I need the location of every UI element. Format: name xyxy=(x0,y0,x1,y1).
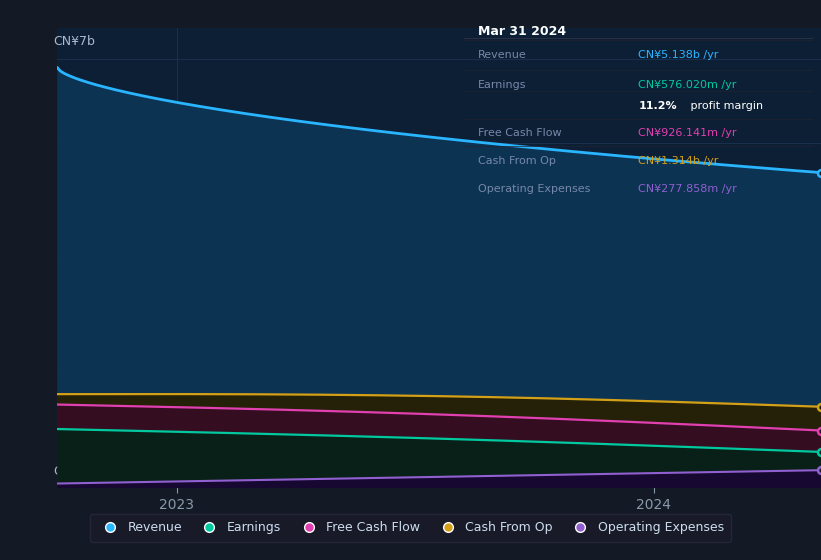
Legend: Revenue, Earnings, Free Cash Flow, Cash From Op, Operating Expenses: Revenue, Earnings, Free Cash Flow, Cash … xyxy=(89,514,732,542)
Text: Operating Expenses: Operating Expenses xyxy=(478,184,590,194)
Text: CN¥7b: CN¥7b xyxy=(53,35,95,48)
Text: profit margin: profit margin xyxy=(687,101,764,111)
Text: Mar 31 2024: Mar 31 2024 xyxy=(478,25,566,38)
Text: Cash From Op: Cash From Op xyxy=(478,156,556,166)
Text: 11.2%: 11.2% xyxy=(639,101,677,111)
Text: Earnings: Earnings xyxy=(478,80,526,90)
Text: Revenue: Revenue xyxy=(478,50,526,60)
Text: CN¥0: CN¥0 xyxy=(53,465,88,478)
Text: CN¥5.138b /yr: CN¥5.138b /yr xyxy=(639,50,718,60)
Text: CN¥926.141m /yr: CN¥926.141m /yr xyxy=(639,128,736,138)
Text: CN¥277.858m /yr: CN¥277.858m /yr xyxy=(639,184,737,194)
Text: CN¥1.314b /yr: CN¥1.314b /yr xyxy=(639,156,718,166)
Text: CN¥576.020m /yr: CN¥576.020m /yr xyxy=(639,80,736,90)
Text: Free Cash Flow: Free Cash Flow xyxy=(478,128,562,138)
